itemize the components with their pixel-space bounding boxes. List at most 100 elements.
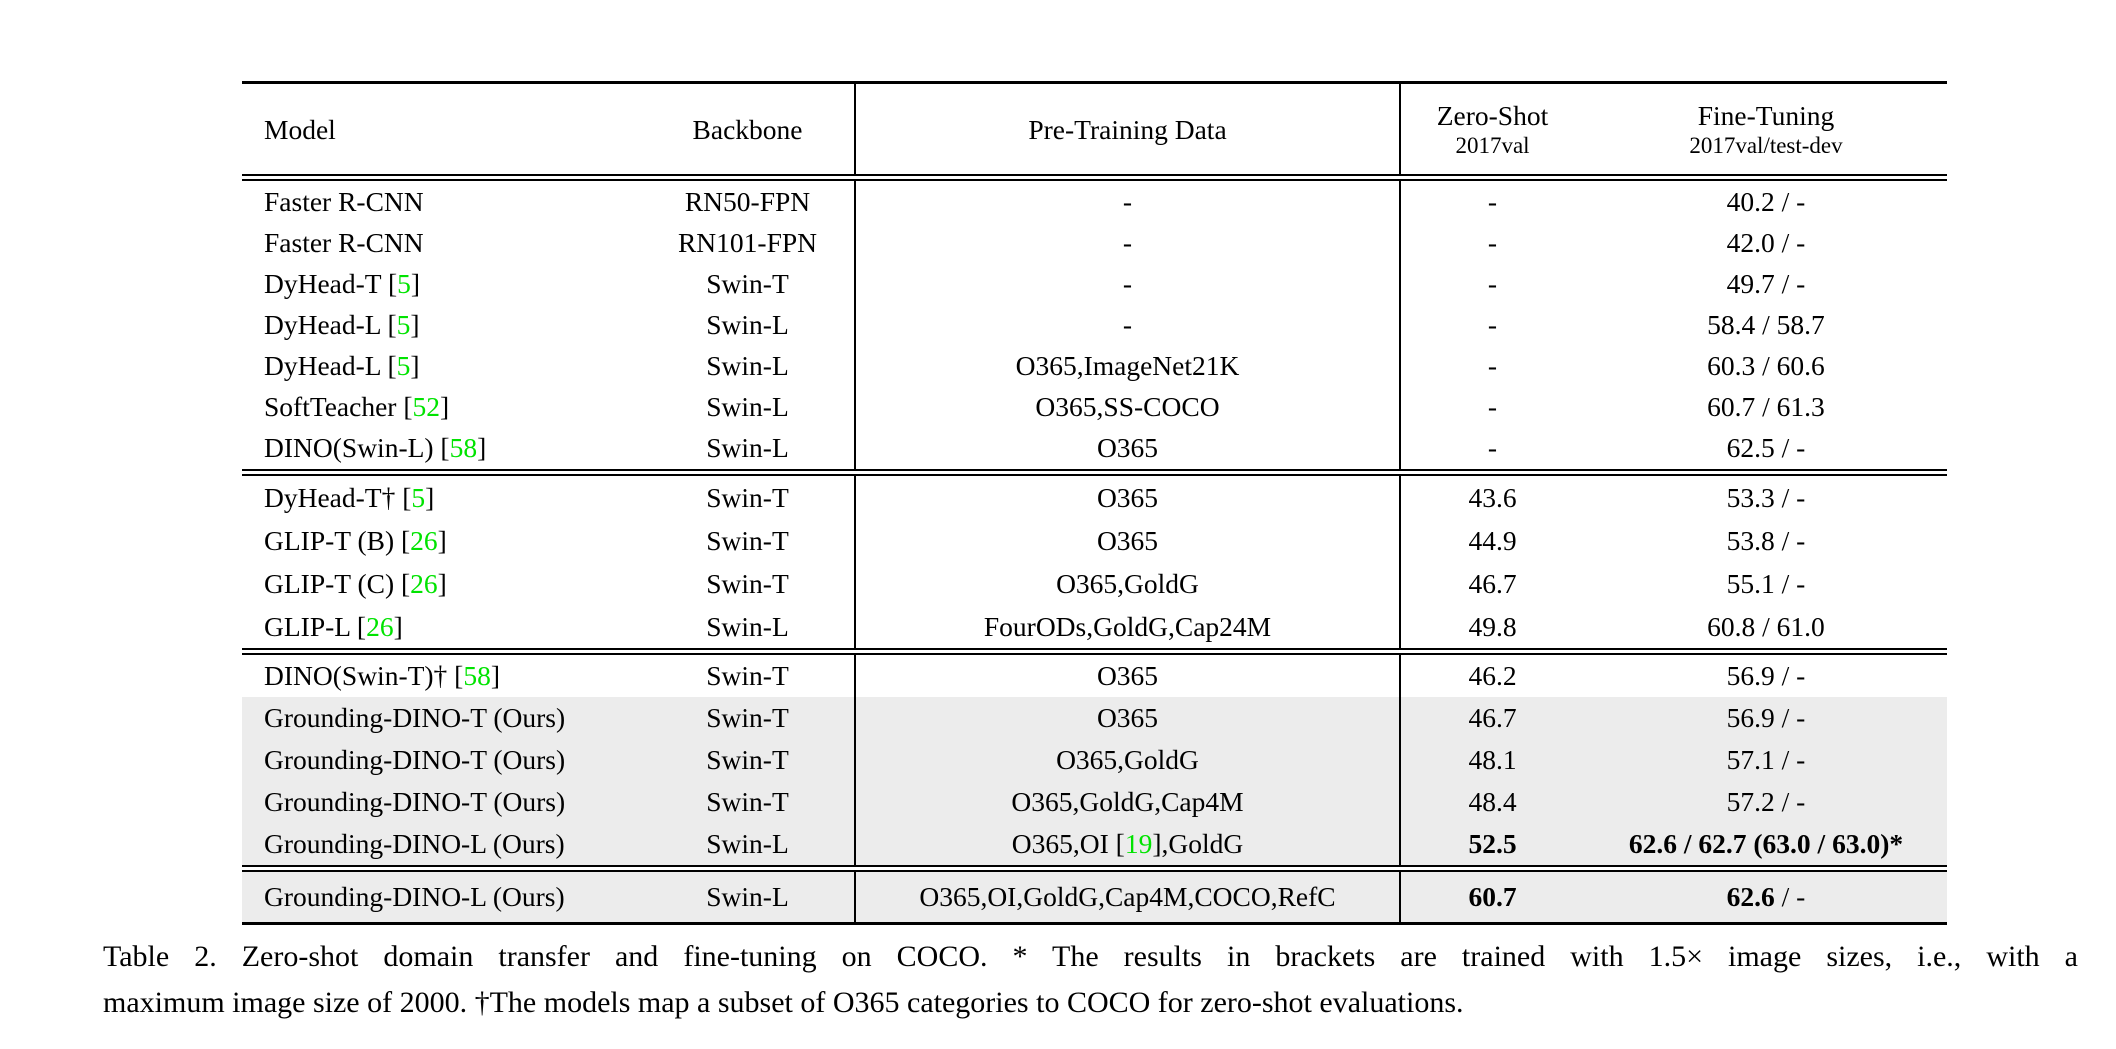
- cell-zero-shot: -: [1487, 350, 1498, 382]
- header-fine-tuning: Fine-Tuning 2017val/test-dev: [1585, 99, 1947, 159]
- table-section-4: Grounding-DINO-L (Ours) Swin-L O365,OI,Gol…: [242, 872, 1947, 922]
- citation-ref: 5: [411, 481, 426, 513]
- cell-fine-tuning: 62.5 / -: [1726, 432, 1806, 464]
- value-segment: 52.5: [1468, 828, 1517, 859]
- column-divider: [854, 872, 856, 922]
- header-model: Model: [242, 113, 640, 146]
- cell-model: GLIP-L [26]: [264, 610, 403, 642]
- citation-ref: 26: [410, 524, 438, 556]
- cell-zero-shot: 49.8: [1468, 610, 1517, 642]
- cell-pretraining-data: O365: [1096, 432, 1159, 464]
- cell-model: DyHead-T [5]: [264, 267, 421, 299]
- header-backbone: Backbone: [640, 113, 855, 146]
- cell-pretraining-data: O365: [1096, 481, 1159, 513]
- table-row: DyHead-L [5] Swin-L O365,ImageNet21K - 60.3 …: [242, 346, 1947, 387]
- citation-ref: 58: [449, 432, 478, 464]
- table-row: DINO(Swin-L) [58] Swin-L O365 - 62.5 / -: [242, 428, 1947, 469]
- cell-backbone: Swin-T: [706, 702, 789, 733]
- cell-fine-tuning: 58.4 / 58.7: [1707, 308, 1825, 340]
- cell-pretraining-data: O365: [1096, 524, 1159, 556]
- cell-pretraining-data: O365,OI [19],GoldG: [1011, 828, 1244, 859]
- table-row: Grounding-DINO-T (Ours) Swin-T O365,GoldG 4…: [242, 739, 1947, 781]
- table-section-2: DyHead-T† [5] Swin-T O365 43.6 53.3 / - GLIP-…: [242, 476, 1947, 648]
- cell-fine-tuning: 60.3 / 60.6: [1707, 350, 1825, 382]
- table-row: GLIP-T (C) [26] Swin-T O365,GoldG 46.7 55.1 …: [242, 562, 1947, 605]
- table-row: Grounding-DINO-L (Ours) Swin-L O365,OI [19…: [242, 823, 1947, 865]
- header-pretraining-data: Pre-Training Data: [855, 113, 1400, 146]
- cell-fine-tuning: 53.8 / -: [1726, 524, 1806, 556]
- cell-model: SoftTeacher [52]: [264, 391, 450, 423]
- cell-pretraining-data: O365: [1096, 702, 1159, 733]
- column-divider: [1399, 476, 1401, 648]
- column-divider: [1399, 181, 1401, 469]
- caption-line-2: maximum image size of 2000. †The models …: [103, 986, 1464, 1019]
- cell-zero-shot: 46.7: [1468, 702, 1517, 733]
- cell-pretraining-data: -: [1122, 267, 1133, 299]
- cell-backbone: Swin-T: [706, 744, 789, 775]
- column-divider: [1399, 872, 1401, 922]
- table-row: Grounding-DINO-T (Ours) Swin-T O365,GoldG,…: [242, 781, 1947, 823]
- cell-pretraining-data: -: [1122, 226, 1133, 258]
- value-segment: 62.6: [1726, 881, 1775, 912]
- citation-ref: 19: [1124, 828, 1153, 859]
- cell-zero-shot: -: [1487, 226, 1498, 258]
- cell-zero-shot: 44.9: [1468, 524, 1517, 556]
- table-row: GLIP-L [26] Swin-L FourODs,GoldG,Cap24M 49.…: [242, 605, 1947, 648]
- cell-model: GLIP-T (C) [26]: [264, 567, 447, 599]
- header-zero-shot: Zero-Shot 2017val: [1400, 99, 1585, 159]
- header-zero-shot-label: Zero-Shot: [1436, 100, 1549, 131]
- cell-pretraining-data: -: [1122, 308, 1133, 340]
- cell-model: Grounding-DINO-T (Ours): [264, 702, 566, 733]
- cell-backbone: Swin-L: [706, 610, 789, 642]
- cell-zero-shot: 46.7: [1468, 567, 1517, 599]
- cell-zero-shot: -: [1487, 432, 1498, 464]
- cell-fine-tuning: 40.2 / -: [1726, 185, 1806, 217]
- cell-zero-shot: 46.2: [1468, 660, 1517, 691]
- cell-fine-tuning: 55.1 / -: [1726, 567, 1806, 599]
- cell-fine-tuning: 62.6 / 62.7 (63.0 / 63.0)*: [1585, 828, 1947, 860]
- cell-backbone: Swin-T: [706, 660, 789, 691]
- cell-model: DINO(Swin-L) [58]: [264, 432, 487, 464]
- column-divider: [854, 655, 856, 865]
- header-fine-tuning-label: Fine-Tuning: [1697, 100, 1835, 131]
- citation-ref: 58: [463, 660, 491, 691]
- cell-fine-tuning: 57.1 / -: [1726, 744, 1806, 775]
- cell-model: Grounding-DINO-T (Ours): [264, 786, 566, 817]
- table-row: Grounding-DINO-T (Ours) Swin-T O365 46.7 56.…: [242, 697, 1947, 739]
- cell-pretraining-data: O365,OI,GoldG,Cap4M,COCO,RefC: [919, 881, 1336, 912]
- cell-fine-tuning: 49.7 / -: [1726, 267, 1806, 299]
- cell-zero-shot: 60.7: [1400, 881, 1585, 913]
- cell-model: Grounding-DINO-L (Ours): [264, 881, 565, 912]
- cell-backbone: Swin-T: [706, 567, 789, 599]
- cell-fine-tuning: 53.3 / -: [1726, 481, 1806, 513]
- table-row: Faster R-CNN RN50-FPN - - 40.2 / -: [242, 181, 1947, 222]
- cell-pretraining-data: FourODs,GoldG,Cap24M: [983, 610, 1272, 642]
- table-row: DyHead-L [5] Swin-L - - 58.4 / 58.7: [242, 304, 1947, 345]
- cell-pretraining-data: O365,GoldG,Cap4M: [1011, 786, 1244, 817]
- cell-model: DyHead-L [5]: [264, 350, 420, 382]
- cell-model: DyHead-L [5]: [264, 308, 420, 340]
- cell-model: Grounding-DINO-T (Ours): [264, 744, 566, 775]
- cell-backbone: Swin-L: [706, 350, 789, 382]
- cell-model: Grounding-DINO-L (Ours): [264, 828, 565, 859]
- cell-pretraining-data: O365,GoldG: [1056, 567, 1199, 599]
- cell-model: GLIP-T (B) [26]: [264, 524, 447, 556]
- column-divider: [1399, 84, 1401, 174]
- section-separator-rule: [242, 469, 1947, 476]
- cell-pretraining-data: O365: [1096, 660, 1159, 691]
- table-bottom-rule: [242, 922, 1947, 925]
- cell-zero-shot: -: [1487, 391, 1498, 423]
- table-section-3: DINO(Swin-T)† [58] Swin-T O365 46.2 56.9 / -…: [242, 655, 1947, 865]
- cell-model: Faster R-CNN: [264, 226, 424, 258]
- cell-backbone: Swin-T: [706, 481, 789, 513]
- cell-backbone: Swin-L: [706, 308, 789, 340]
- cell-backbone: Swin-L: [706, 432, 789, 464]
- cell-backbone: Swin-L: [706, 828, 789, 859]
- value-segment: 62.6 / 62.7 (63.0 / 63.0)*: [1628, 828, 1904, 859]
- table-row: DINO(Swin-T)† [58] Swin-T O365 46.2 56.9 / -: [242, 655, 1947, 697]
- cell-zero-shot: 48.4: [1468, 786, 1517, 817]
- table-top-rule: [242, 81, 1947, 84]
- citation-ref: 5: [397, 267, 411, 299]
- cell-zero-shot: 52.5: [1400, 828, 1585, 860]
